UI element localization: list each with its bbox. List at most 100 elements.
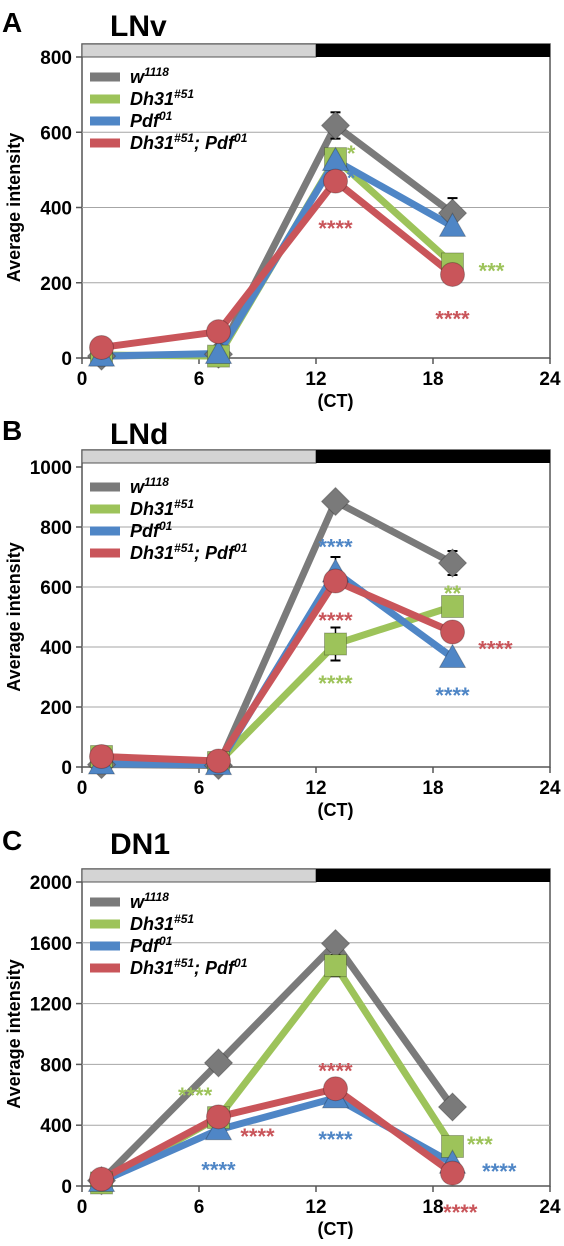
data-point-double xyxy=(440,261,465,287)
legend-label: Pdf01 xyxy=(130,109,173,131)
legend-item-w1118: w1118 xyxy=(90,475,169,497)
data-point-double xyxy=(89,334,114,360)
legend-item-w1118: w1118 xyxy=(90,890,169,912)
data-point-double xyxy=(440,1160,465,1186)
significance-label: * xyxy=(347,141,356,166)
dark-phase-bar xyxy=(316,869,550,882)
data-point-double xyxy=(89,744,114,769)
significance-label: **** xyxy=(443,1200,478,1225)
legend-item-double: Dh31#51; Pdf01 xyxy=(90,956,248,978)
series-line-double xyxy=(98,1085,456,1183)
x-tick-label: 12 xyxy=(305,778,326,799)
panel-title: DN1 xyxy=(110,828,170,861)
dark-phase-bar xyxy=(316,44,550,57)
data-point-double xyxy=(206,1104,231,1130)
panel-a: A LNv 0 200 400 600 800 0 6 12 18 24 (CT) Average int… xyxy=(2,7,561,411)
legend-item-dh31: Dh31#51 xyxy=(90,87,194,109)
y-tick-label: 2000 xyxy=(30,873,72,894)
significance-label: **** xyxy=(318,216,353,241)
light-phase-bar xyxy=(81,449,317,464)
series-lines xyxy=(86,486,468,781)
legend-label: w1118 xyxy=(130,890,169,912)
x-tick-label: 24 xyxy=(539,778,561,799)
y-tick-label: 0 xyxy=(61,349,72,370)
x-tick-label: 6 xyxy=(194,778,205,799)
legend-item-pdf: Pdf01 xyxy=(90,519,173,541)
legend-label: Dh31#51 xyxy=(130,87,194,109)
significance-label: **** xyxy=(240,1124,275,1149)
x-axis-label: (CT) xyxy=(318,391,354,411)
legend-item-double: Dh31#51; Pdf01 xyxy=(90,131,248,153)
dark-phase-bar xyxy=(316,450,550,463)
significance-label: **** xyxy=(318,608,353,633)
series-line-w1118 xyxy=(98,940,456,1185)
legend-item-dh31: Dh31#51 xyxy=(90,912,194,934)
y-tick-label: 200 xyxy=(40,698,72,719)
series-line-w1118 xyxy=(98,121,456,360)
panel-title: LNd xyxy=(110,418,168,451)
data-point-dh31 xyxy=(324,954,347,978)
y-axis-label: Average intensity xyxy=(4,959,24,1108)
x-tick-label: 18 xyxy=(422,778,443,799)
y-axis-label: Average intensity xyxy=(4,133,24,282)
panel-c: C DN1 0 400 800 1200 1600 2000 0 6 12 18 24 (CT) Avera… xyxy=(2,825,561,1239)
panel-title: LNv xyxy=(110,10,167,43)
significance-label: **** xyxy=(178,1083,213,1108)
y-tick-label: 800 xyxy=(40,48,72,69)
x-tick-label: 18 xyxy=(422,1197,443,1218)
legend-label: Dh31#51; Pdf01 xyxy=(130,956,248,978)
data-point-double xyxy=(440,619,465,645)
series-line-w1118 xyxy=(98,498,456,769)
legend-label: w1118 xyxy=(130,65,169,87)
panel-letter: C xyxy=(2,825,22,856)
x-tick-label: 12 xyxy=(305,1197,326,1218)
significance-label: **** xyxy=(318,1127,353,1152)
series-lines xyxy=(86,110,468,371)
x-tick-label: 0 xyxy=(77,778,88,799)
legend-label: Pdf01 xyxy=(130,519,173,541)
significance-label: *** xyxy=(479,259,505,284)
y-tick-label: 1600 xyxy=(30,934,72,955)
y-tick-label: 400 xyxy=(40,199,72,220)
y-tick-label: 600 xyxy=(40,578,72,599)
data-point-w1118 xyxy=(320,110,351,141)
x-tick-label: 24 xyxy=(539,369,561,390)
data-point-pdf xyxy=(438,643,467,668)
y-tick-label: 1000 xyxy=(30,458,72,479)
significance-label: **** xyxy=(318,535,353,560)
significance-label: **** xyxy=(435,306,470,331)
x-axis-label: (CT) xyxy=(318,800,354,820)
legend-item-dh31: Dh31#51 xyxy=(90,497,194,519)
x-tick-label: 6 xyxy=(194,369,205,390)
y-tick-label: 400 xyxy=(40,1116,72,1137)
y-tick-label: 0 xyxy=(61,758,72,779)
legend-item-pdf: Pdf01 xyxy=(90,934,173,956)
data-point-dh31 xyxy=(441,595,464,618)
data-point-double xyxy=(323,168,348,194)
y-tick-label: 800 xyxy=(40,1055,72,1076)
data-point-double xyxy=(206,748,231,774)
panel-b: B LNd 0 200 400 600 800 1000 0 6 12 18 24 (CT) Average… xyxy=(2,415,561,820)
x-tick-label: 0 xyxy=(77,369,88,390)
data-point-double xyxy=(89,1166,114,1192)
legend-label: Dh31#51; Pdf01 xyxy=(130,541,248,563)
y-tick-label: 600 xyxy=(40,123,72,144)
significance-label: ** xyxy=(444,581,462,606)
legend-label: Pdf01 xyxy=(130,934,173,956)
legend-label: Dh31#51 xyxy=(130,497,194,519)
significance-label: **** xyxy=(201,1157,236,1182)
data-point-pdf xyxy=(204,339,233,364)
x-axis-label: (CT) xyxy=(318,1219,354,1239)
panel-letter: B xyxy=(2,415,22,446)
y-tick-label: 1200 xyxy=(30,995,72,1016)
series-line-pdf xyxy=(98,1094,456,1185)
significance-label: **** xyxy=(478,637,513,662)
significance-label: **** xyxy=(435,683,470,708)
legend-label: Dh31#51 xyxy=(130,912,194,934)
x-tick-label: 12 xyxy=(305,369,326,390)
y-tick-label: 200 xyxy=(40,274,72,295)
light-phase-bar xyxy=(81,43,317,58)
light-phase-bar xyxy=(81,868,317,883)
x-tick-label: 18 xyxy=(422,369,443,390)
